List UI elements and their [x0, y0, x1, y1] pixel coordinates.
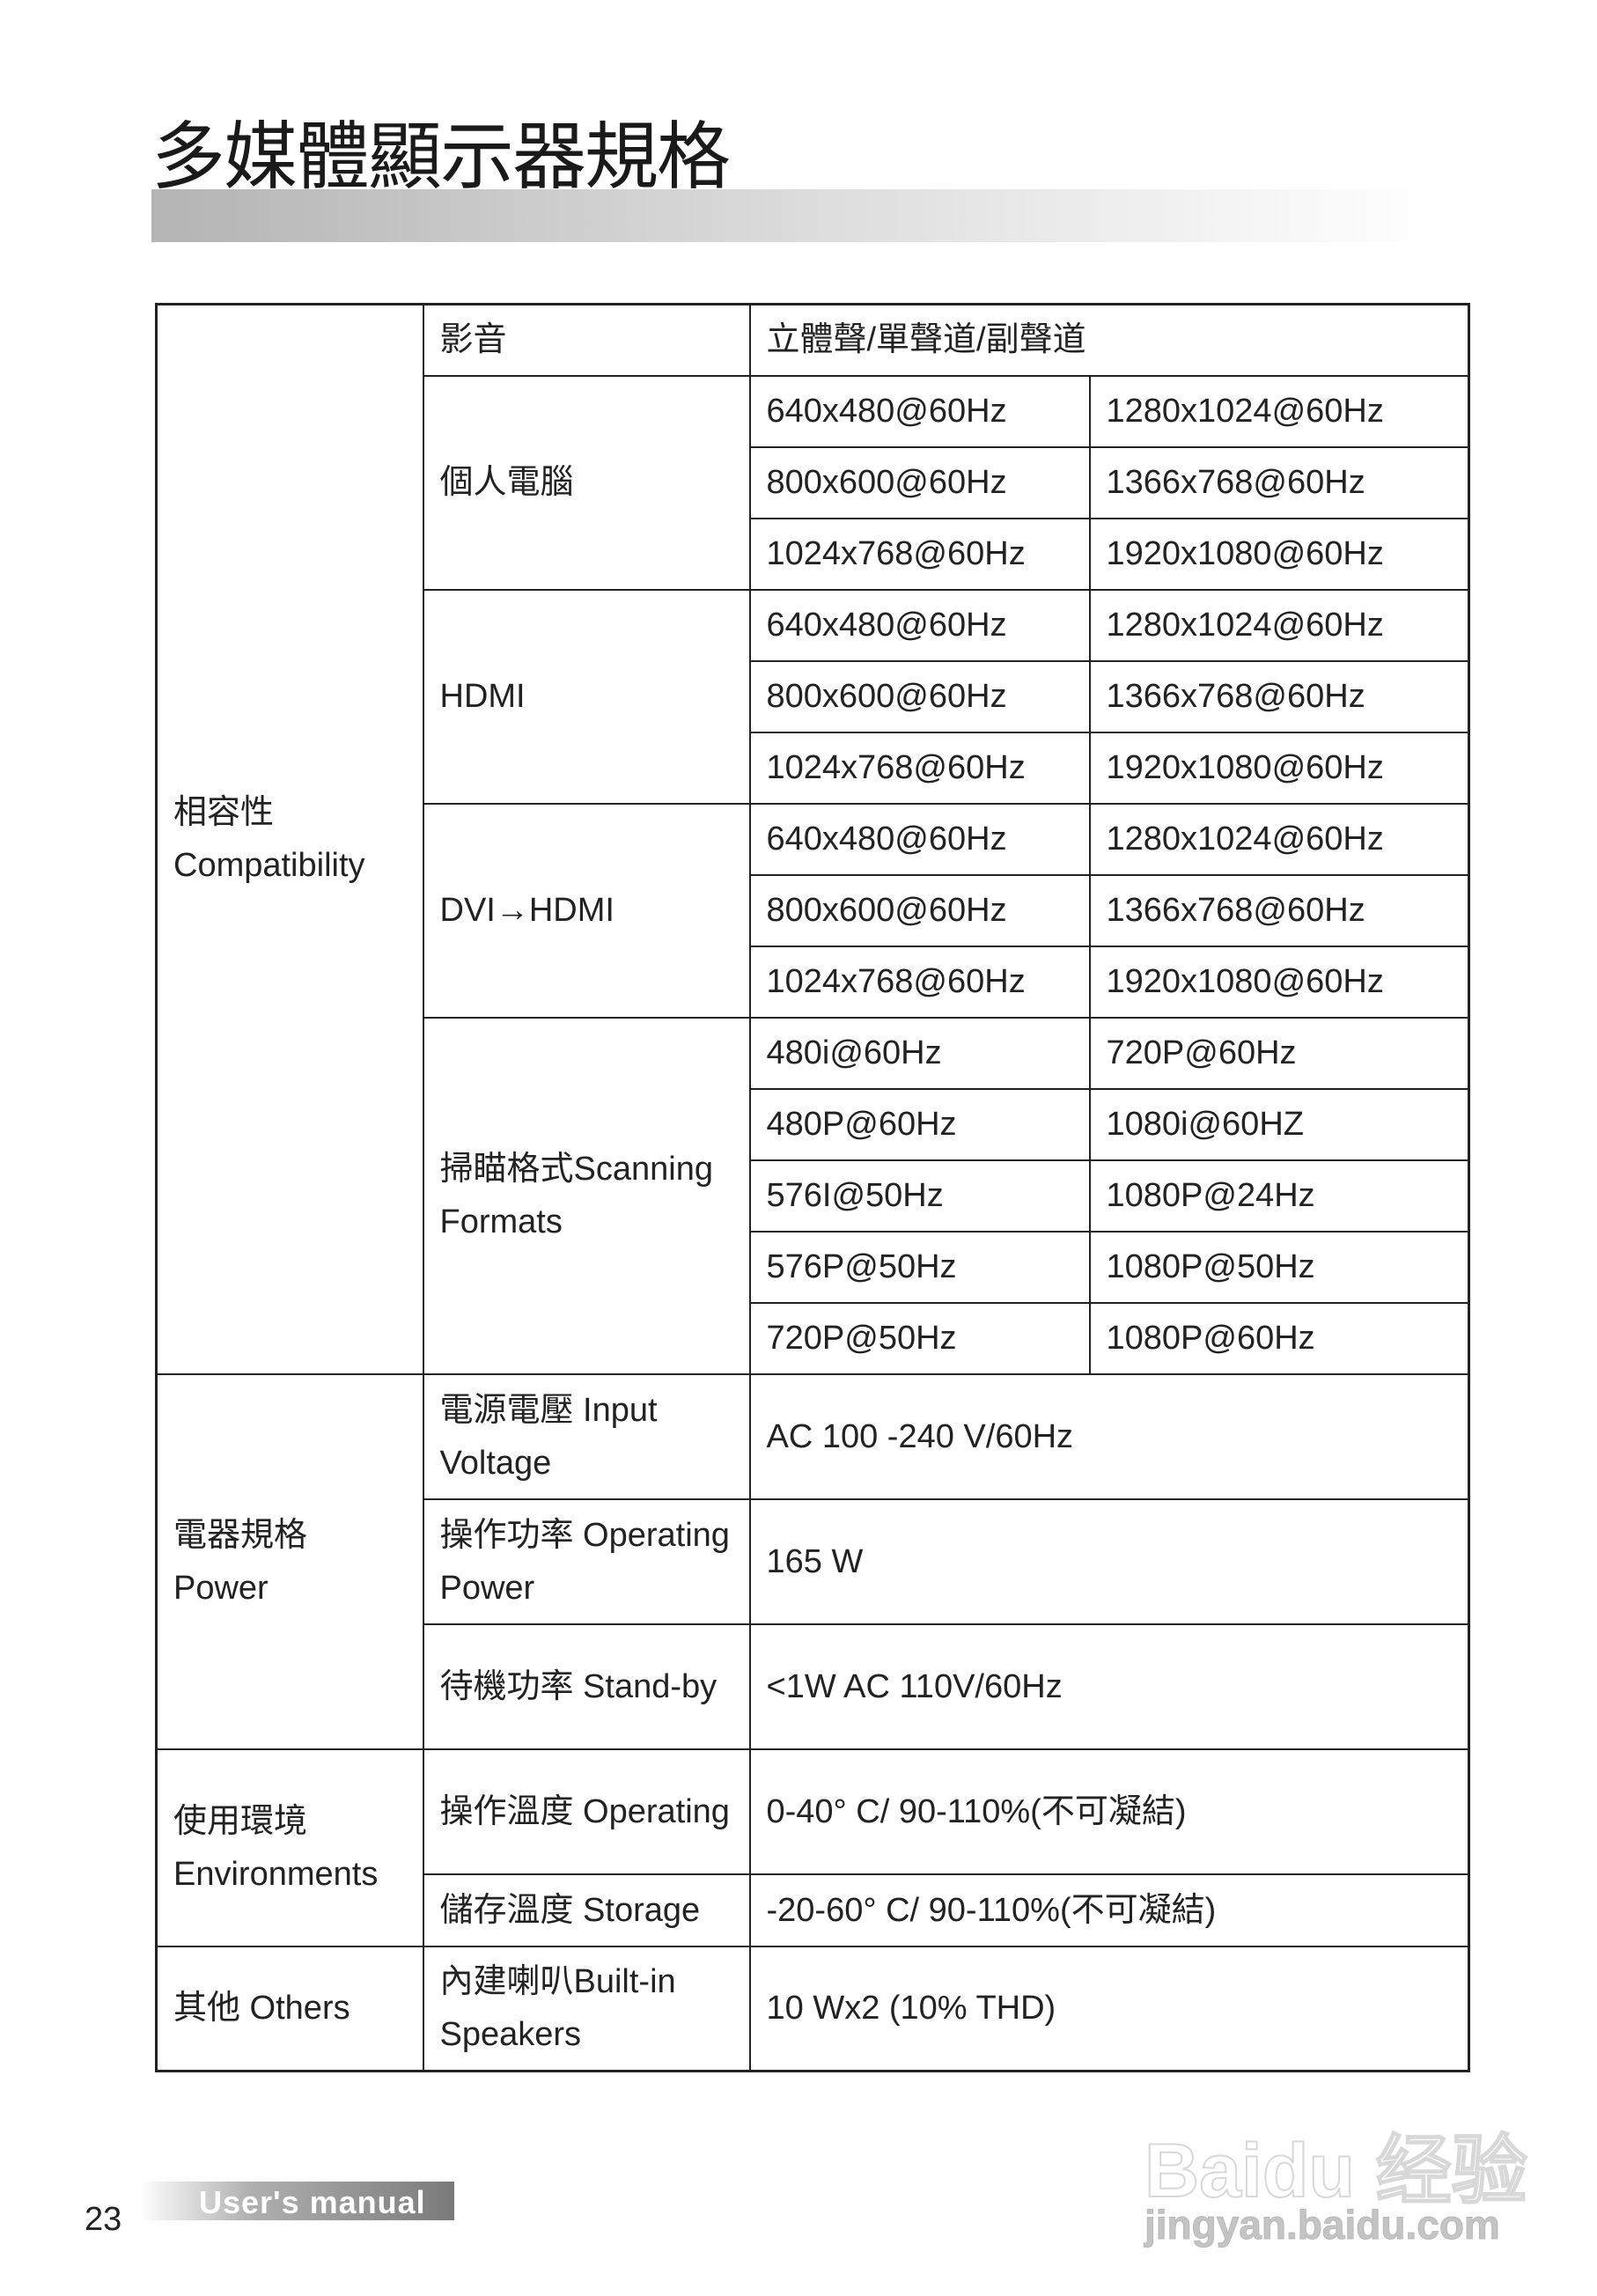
resolution-cell: 720P@60Hz — [1088, 1016, 1470, 1090]
table-row: 儲存溫度 Storage -20-60° C/ 90-110%(不可凝結) — [157, 1873, 1470, 1947]
table-row: DVI→HDMI 640x480@60Hz 1280x1024@60Hz — [157, 802, 1470, 1019]
value-cell: 立體聲/單聲道/副聲道 — [748, 303, 1470, 377]
subcategory-label: 個人電腦 — [422, 374, 751, 591]
footer-label: User's manual — [199, 2184, 426, 2220]
subcategory-label: 儲存溫度 Storage — [422, 1873, 751, 1947]
resolution-cell: 1280x1024@60Hz — [1088, 802, 1470, 876]
category-compatibility: 相容性 Compatibility — [155, 303, 424, 1375]
value-cell: 0-40° C/ 90-110%(不可凝結) — [748, 1748, 1470, 1875]
page-title: 多媒體顯示器規格 — [151, 115, 731, 198]
subcategory-label: DVI→HDMI — [422, 802, 751, 1019]
resolution-cell: 1280x1024@60Hz — [1088, 374, 1470, 448]
subcategory-label: 掃瞄格式Scanning Formats — [422, 1016, 751, 1375]
resolution-cell: 720P@50Hz — [748, 1301, 1091, 1375]
value-cell: -20-60° C/ 90-110%(不可凝結) — [748, 1873, 1470, 1947]
footer-band — [139, 2182, 454, 2220]
resolution-cell: 576P@50Hz — [748, 1230, 1091, 1304]
table-row: 480P@60Hz 1080i@60HZ — [157, 1087, 1470, 1161]
resolution-cell: 576I@50Hz — [748, 1159, 1091, 1233]
resolution-cell: 1080P@24Hz — [1088, 1159, 1470, 1233]
spec-table: 相容性 Compatibility 影音 立體聲/單聲道/副聲道 個人電腦 640x480… — [155, 303, 1470, 2072]
subcategory-label: 操作溫度 Operating — [422, 1748, 751, 1875]
resolution-cell: 1920x1080@60Hz — [1088, 731, 1470, 805]
category-label-en: Power — [173, 1569, 269, 1607]
table-row: 掃瞄格式Scanning Formats 480i@60Hz 720P@60Hz — [157, 1016, 1470, 1375]
resolution-cell: 640x480@60Hz — [748, 588, 1091, 662]
table-row: 800x600@60Hz 1366x768@60Hz — [157, 873, 1470, 947]
value-cell: 165 W — [748, 1498, 1470, 1625]
table-row: 個人電腦 640x480@60Hz 1280x1024@60Hz — [157, 374, 1470, 591]
resolution-cell: 1024x768@60Hz — [748, 517, 1091, 591]
watermark-logo: Baidu 经验 — [1144, 2128, 1528, 2214]
category-label-zh: 相容性 — [173, 794, 275, 832]
table-row: 720P@50Hz 1080P@60Hz — [157, 1301, 1470, 1375]
resolution-cell: 1366x768@60Hz — [1088, 445, 1470, 519]
subcategory-label: 電源電壓 Input Voltage — [422, 1372, 751, 1500]
table-row: 576P@50Hz 1080P@50Hz — [157, 1230, 1470, 1304]
subcategory-label: HDMI — [422, 588, 751, 805]
table-row: 使用環境 Environments 操作溫度 Operating 0-40° C/ 9… — [155, 1748, 1470, 1947]
resolution-cell: 1366x768@60Hz — [1088, 659, 1470, 733]
table-row: HDMI 640x480@60Hz 1280x1024@60Hz — [157, 588, 1470, 805]
table-row: 待機功率 Stand-by <1W AC 110V/60Hz — [157, 1623, 1470, 1750]
resolution-cell: 1080P@50Hz — [1088, 1230, 1470, 1304]
table-row: 800x600@60Hz 1366x768@60Hz — [157, 659, 1470, 733]
resolution-cell: 800x600@60Hz — [748, 873, 1091, 947]
category-power: 電器規格 Power — [155, 1372, 424, 1750]
resolution-cell: 1366x768@60Hz — [1088, 873, 1470, 947]
subcategory-label: 內建喇叭Built-in Speakers — [422, 1945, 751, 2072]
resolution-cell: 800x600@60Hz — [748, 445, 1091, 519]
title-underline-bar — [151, 189, 1437, 242]
table-row: 1024x768@60Hz 1920x1080@60Hz — [157, 731, 1470, 805]
table-row: 1024x768@60Hz 1920x1080@60Hz — [157, 945, 1470, 1019]
resolution-cell: 1080P@60Hz — [1088, 1301, 1470, 1375]
resolution-cell: 1080i@60HZ — [1088, 1087, 1470, 1161]
category-label-zh: 電器規格 — [173, 1516, 308, 1554]
resolution-cell: 640x480@60Hz — [748, 802, 1091, 876]
table-row: 電器規格 Power 電源電壓 Input Voltage AC 100 -240 V… — [155, 1372, 1470, 1750]
table-row: 其他 Others 內建喇叭Built-in Speakers 10 Wx2 (10… — [155, 1945, 1470, 2072]
page-number: 23 — [85, 2201, 122, 2238]
category-others: 其他 Others — [155, 1945, 424, 2072]
resolution-cell: 1280x1024@60Hz — [1088, 588, 1470, 662]
resolution-cell: 800x600@60Hz — [748, 659, 1091, 733]
watermark-url: jingyan.baidu.com — [1144, 2202, 1501, 2248]
resolution-cell: 640x480@60Hz — [748, 374, 1091, 448]
table-row: 1024x768@60Hz 1920x1080@60Hz — [157, 517, 1470, 591]
value-cell: <1W AC 110V/60Hz — [748, 1623, 1470, 1750]
table-row: 相容性 Compatibility 影音 立體聲/單聲道/副聲道 — [155, 303, 1470, 1375]
subcategory-label: 影音 — [422, 303, 751, 377]
resolution-cell: 1920x1080@60Hz — [1088, 517, 1470, 591]
category-environments: 使用環境 Environments — [155, 1748, 424, 1947]
subcategory-label: 待機功率 Stand-by — [422, 1623, 751, 1750]
category-label-zh: 使用環境 — [173, 1802, 308, 1840]
category-label-en: Environments — [173, 1855, 379, 1893]
resolution-cell: 480i@60Hz — [748, 1016, 1091, 1090]
value-cell: 10 Wx2 (10% THD) — [748, 1945, 1470, 2072]
resolution-cell: 480P@60Hz — [748, 1087, 1091, 1161]
resolution-cell: 1920x1080@60Hz — [1088, 945, 1470, 1019]
table-row: 操作功率 Operating Power 165 W — [157, 1498, 1470, 1625]
resolution-cell: 1024x768@60Hz — [748, 945, 1091, 1019]
table-row: 576I@50Hz 1080P@24Hz — [157, 1159, 1470, 1233]
resolution-cell: 1024x768@60Hz — [748, 731, 1091, 805]
category-label-en: Compatibility — [173, 847, 365, 885]
table-row: 800x600@60Hz 1366x768@60Hz — [157, 445, 1470, 519]
value-cell: AC 100 -240 V/60Hz — [748, 1372, 1470, 1500]
subcategory-label: 操作功率 Operating Power — [422, 1498, 751, 1625]
